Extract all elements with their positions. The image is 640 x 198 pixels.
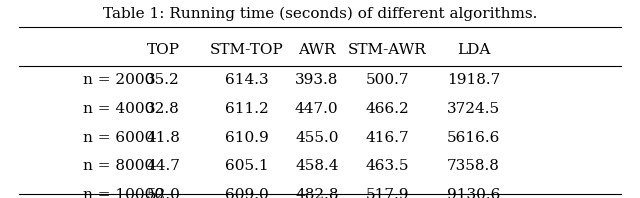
Text: 5616.6: 5616.6 bbox=[447, 131, 500, 145]
Text: n = 2000: n = 2000 bbox=[83, 73, 155, 87]
Text: 3724.5: 3724.5 bbox=[447, 102, 500, 116]
Text: 9130.6: 9130.6 bbox=[447, 188, 500, 198]
Text: 455.0: 455.0 bbox=[295, 131, 339, 145]
Text: 611.2: 611.2 bbox=[225, 102, 268, 116]
Text: 447.0: 447.0 bbox=[295, 102, 339, 116]
Text: n = 8000: n = 8000 bbox=[83, 159, 154, 173]
Text: 482.8: 482.8 bbox=[295, 188, 339, 198]
Text: 1918.7: 1918.7 bbox=[447, 73, 500, 87]
Text: 416.7: 416.7 bbox=[365, 131, 409, 145]
Text: 517.9: 517.9 bbox=[365, 188, 409, 198]
Text: 605.1: 605.1 bbox=[225, 159, 268, 173]
Text: n = 10000: n = 10000 bbox=[83, 188, 164, 198]
Text: STM-TOP: STM-TOP bbox=[209, 44, 284, 57]
Text: LDA: LDA bbox=[457, 44, 490, 57]
Text: 614.3: 614.3 bbox=[225, 73, 268, 87]
Text: 458.4: 458.4 bbox=[295, 159, 339, 173]
Text: TOP: TOP bbox=[147, 44, 180, 57]
Text: 393.8: 393.8 bbox=[295, 73, 339, 87]
Text: 41.8: 41.8 bbox=[147, 131, 180, 145]
Text: 7358.8: 7358.8 bbox=[447, 159, 500, 173]
Text: 52.0: 52.0 bbox=[147, 188, 180, 198]
Text: STM-AWR: STM-AWR bbox=[348, 44, 427, 57]
Text: 44.7: 44.7 bbox=[147, 159, 180, 173]
Text: 466.2: 466.2 bbox=[365, 102, 409, 116]
Text: n = 6000: n = 6000 bbox=[83, 131, 155, 145]
Text: 32.8: 32.8 bbox=[147, 102, 180, 116]
Text: 609.0: 609.0 bbox=[225, 188, 268, 198]
Text: 463.5: 463.5 bbox=[365, 159, 409, 173]
Text: n = 4000: n = 4000 bbox=[83, 102, 155, 116]
Text: 500.7: 500.7 bbox=[365, 73, 409, 87]
Text: 35.2: 35.2 bbox=[147, 73, 180, 87]
Text: 610.9: 610.9 bbox=[225, 131, 268, 145]
Text: AWR: AWR bbox=[298, 44, 335, 57]
Text: Table 1: Running time (seconds) of different algorithms.: Table 1: Running time (seconds) of diffe… bbox=[103, 7, 537, 21]
